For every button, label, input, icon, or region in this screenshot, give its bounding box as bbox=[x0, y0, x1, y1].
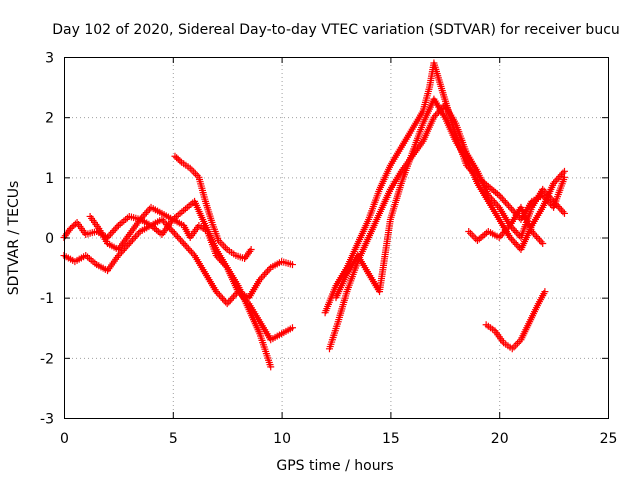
y-tick-label: 3 bbox=[45, 51, 54, 67]
x-tick-label: 15 bbox=[382, 431, 400, 447]
y-tick-label: -1 bbox=[40, 291, 54, 307]
series-6 bbox=[325, 101, 568, 353]
y-tick-label: 0 bbox=[45, 231, 54, 247]
series-markers bbox=[86, 197, 275, 371]
data-series bbox=[60, 59, 568, 371]
series-markers bbox=[332, 95, 568, 302]
chart-title: Day 102 of 2020, Sidereal Day-to-day VTE… bbox=[52, 22, 620, 38]
x-tick-label: 0 bbox=[60, 431, 69, 447]
x-tick-label: 20 bbox=[491, 431, 509, 447]
y-axis-label: SDTVAR / TECUs bbox=[6, 181, 22, 296]
series-markers bbox=[325, 101, 568, 353]
axis-ticks: 0 5 10 15 20 25 -3 -2 -1 0 1 2 3 bbox=[40, 51, 617, 448]
series-4 bbox=[171, 152, 255, 263]
y-tick-label: 2 bbox=[45, 111, 54, 127]
y-tick-label: 1 bbox=[45, 171, 54, 187]
x-tick-label: 25 bbox=[600, 431, 618, 447]
x-tick-label: 10 bbox=[273, 431, 291, 447]
y-tick-label: -3 bbox=[40, 412, 54, 428]
series-markers bbox=[482, 288, 549, 353]
x-tick-label: 5 bbox=[169, 431, 178, 447]
series-3 bbox=[86, 197, 275, 371]
series-7 bbox=[332, 95, 568, 302]
series-9 bbox=[482, 288, 549, 353]
series-markers bbox=[171, 152, 255, 263]
series-8 bbox=[465, 203, 547, 248]
series-markers bbox=[465, 203, 547, 248]
y-tick-label: -2 bbox=[40, 351, 54, 367]
x-axis-label: GPS time / hours bbox=[276, 458, 393, 474]
